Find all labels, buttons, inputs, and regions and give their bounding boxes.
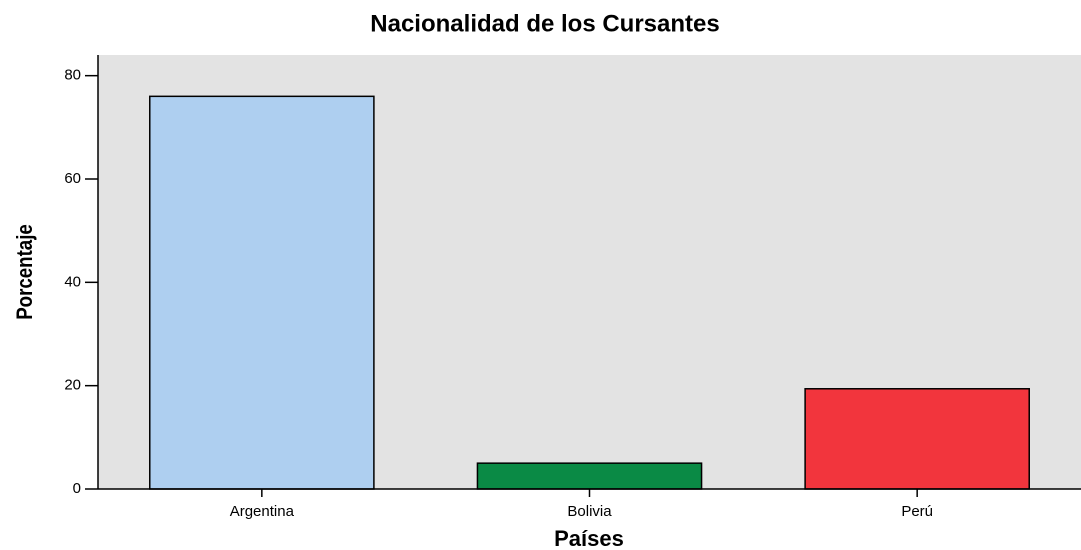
x-tick-label: Bolivia — [567, 503, 612, 520]
x-axis-title: Países — [554, 526, 624, 550]
y-tick-label: 20 — [64, 377, 81, 394]
x-tick-label: Perú — [901, 503, 933, 520]
y-tick-label: 80 — [64, 67, 81, 84]
y-tick-label: 0 — [73, 480, 81, 497]
chart-title: Nacionalidad de los Cursantes — [370, 10, 719, 37]
bar — [149, 95, 375, 490]
bar — [476, 462, 703, 490]
y-tick-label: 60 — [64, 170, 81, 187]
x-tick-label: Argentina — [230, 503, 295, 520]
y-axis-title: Porcentaje — [13, 224, 37, 320]
bar — [804, 388, 1030, 490]
y-tick-label: 40 — [64, 273, 81, 290]
